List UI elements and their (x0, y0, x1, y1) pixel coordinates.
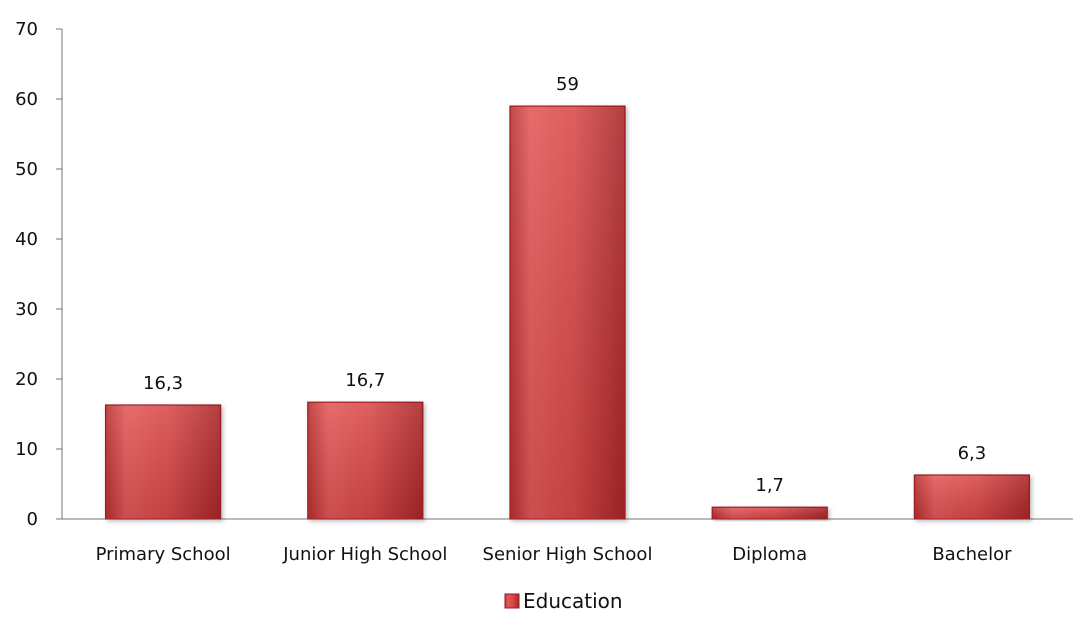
y-tick-label: 0 (27, 509, 38, 530)
data-labels: 16,3 16,7 59 1,7 6,3 (143, 74, 986, 496)
data-label: 6,3 (958, 443, 987, 464)
data-label: 16,3 (143, 373, 183, 394)
bar-shading (106, 405, 220, 518)
x-tick-label: Diploma (732, 544, 807, 565)
y-tick-label: 70 (15, 19, 38, 40)
data-label: 16,7 (345, 370, 385, 391)
y-axis: 0 10 20 30 40 50 60 70 (15, 19, 63, 530)
bars (104, 105, 1031, 520)
x-tick-label: Senior High School (483, 544, 653, 565)
x-tick-label: Junior High School (282, 544, 447, 565)
y-tick-label: 40 (15, 229, 38, 250)
y-tick-label: 50 (15, 159, 38, 180)
data-label: 59 (556, 74, 579, 95)
bar-shading (713, 508, 827, 518)
x-axis: Primary School Junior High School Senior H… (62, 518, 1073, 565)
y-tick-label: 20 (15, 369, 38, 390)
y-tick-label: 10 (15, 439, 38, 460)
y-tick-label: 60 (15, 89, 38, 110)
legend: Education (504, 589, 623, 613)
legend-label: Education (523, 589, 623, 613)
bar-shading (915, 475, 1029, 518)
y-tick-label: 30 (15, 299, 38, 320)
x-tick-label: Primary School (96, 544, 231, 565)
legend-swatch (504, 593, 520, 609)
data-label: 1,7 (755, 475, 784, 496)
bar-shading (308, 403, 422, 518)
bar-shading (510, 107, 625, 518)
x-tick-label: Bachelor (932, 544, 1012, 565)
